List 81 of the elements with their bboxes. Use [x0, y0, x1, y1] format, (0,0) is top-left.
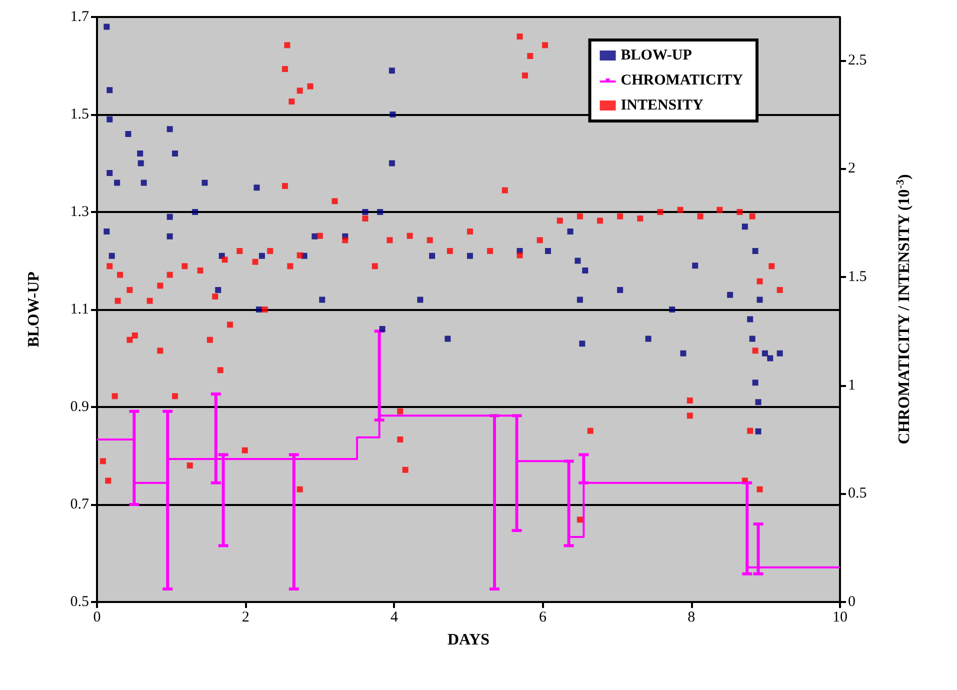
point: [727, 292, 734, 298]
point: [574, 258, 581, 264]
point: [752, 380, 758, 386]
point: [106, 116, 113, 122]
point: [254, 184, 260, 191]
point: [747, 316, 754, 322]
point: [166, 233, 173, 240]
point: [429, 252, 436, 259]
x-tick-label: 2: [242, 610, 250, 626]
point: [617, 287, 624, 293]
point: [680, 350, 686, 356]
y2-tick-label: 0: [848, 594, 856, 610]
point: [362, 209, 368, 215]
point: [466, 252, 473, 259]
point: [140, 180, 147, 186]
legend-label: BLOW-UP: [620, 48, 692, 64]
point: [545, 248, 551, 254]
point: [215, 287, 222, 293]
y2-axis-title: CHROMATICITY / INTENSITY (10-3): [894, 174, 913, 444]
y-tick-label: 1.1: [70, 302, 89, 318]
point: [114, 180, 120, 186]
point: [579, 340, 586, 347]
point: [138, 160, 144, 166]
point: [388, 68, 395, 74]
x-tick-label: 0: [93, 610, 101, 626]
y-axis-title: BLOW-UP: [26, 271, 42, 348]
point: [319, 296, 326, 303]
point: [377, 209, 384, 215]
point: [567, 228, 574, 234]
point: [379, 326, 386, 332]
point: [742, 224, 748, 230]
y-tick-label: 0.5: [70, 594, 89, 610]
point: [645, 336, 652, 342]
x-tick-label: 6: [539, 610, 548, 626]
point: [137, 150, 144, 156]
point: [108, 252, 115, 259]
legend-label: INTENSITY: [620, 98, 704, 114]
legend-label: CHROMATICITY: [620, 72, 744, 88]
point: [755, 428, 762, 434]
point: [390, 112, 396, 118]
x-tick-label: 10: [832, 610, 848, 626]
point: [104, 24, 110, 30]
point: [104, 228, 110, 234]
point: [192, 209, 198, 215]
x-tick-label: 8: [688, 610, 696, 626]
point: [172, 150, 178, 156]
point: [106, 87, 113, 94]
point: [669, 306, 676, 312]
point: [767, 355, 774, 362]
point: [444, 336, 451, 342]
y2-tick-label: 2.5: [848, 52, 867, 68]
point: [202, 180, 208, 186]
point: [258, 252, 265, 259]
point: [749, 336, 756, 342]
y-tick-label: 0.7: [70, 496, 90, 512]
point: [125, 131, 132, 137]
y-tick-label: 1.5: [70, 106, 89, 122]
point: [752, 248, 758, 254]
point: [106, 170, 113, 176]
y2-tick-label: 2: [848, 160, 856, 177]
point: [762, 350, 768, 356]
point: [388, 160, 395, 166]
point: [692, 262, 698, 269]
point: [417, 296, 424, 303]
point: [166, 214, 173, 220]
point: [776, 350, 783, 356]
point: [582, 268, 588, 274]
point: [576, 296, 583, 303]
point: [756, 296, 763, 303]
y-tick-label: 0.9: [70, 399, 89, 415]
y2-tick-label: 0.5: [848, 486, 867, 502]
y-tick-label: 1.3: [70, 204, 89, 220]
x-tick-label: 4: [390, 610, 398, 626]
y2-tick-label: 1.5: [848, 269, 867, 285]
point: [256, 306, 262, 312]
y-tick-label: 1.7: [70, 9, 90, 25]
point: [312, 233, 318, 240]
point: [755, 399, 762, 406]
x-axis-title: DAYS: [447, 632, 490, 648]
point: [166, 126, 173, 132]
y2-tick-label: 1: [848, 377, 856, 394]
